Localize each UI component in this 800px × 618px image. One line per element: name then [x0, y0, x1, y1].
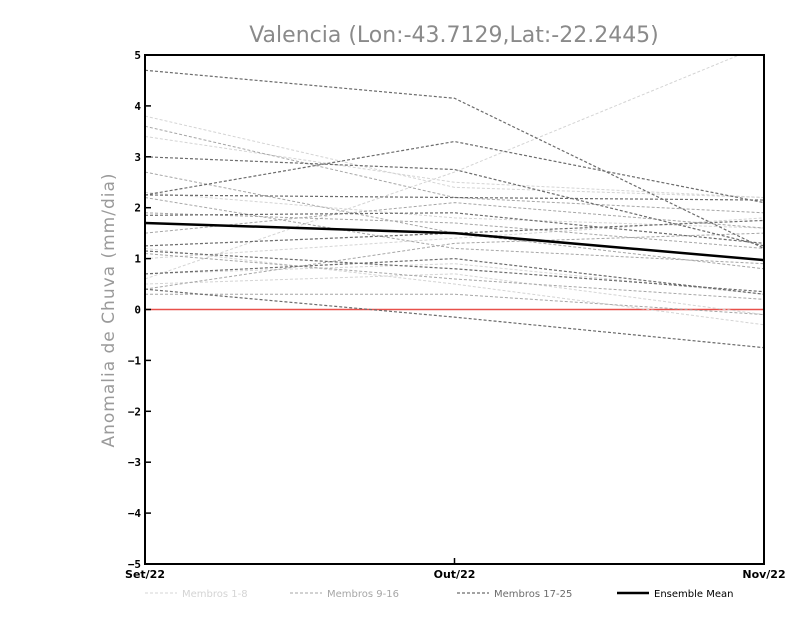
x-axis: Set/22 Out/22 Nov/22 — [125, 558, 786, 581]
member-series-line-24 — [145, 194, 764, 201]
member-series-line-17 — [145, 69, 764, 249]
member-series-line-13 — [145, 293, 764, 316]
member-series-line-11 — [145, 232, 764, 290]
member-series-line-12 — [145, 212, 764, 249]
chart-title: Valencia (Lon:-43.7129,Lat:-22.2445) — [249, 23, 659, 48]
member-series-line-1 — [145, 115, 764, 199]
x-tick-label: Nov/22 — [742, 568, 785, 581]
member-series-line-5 — [145, 247, 764, 326]
x-tick-label: Out/22 — [434, 568, 476, 581]
member-series-line-15 — [145, 171, 764, 270]
legend: Membros 1-8 Membros 9-16 Membros 17-25 Ense… — [145, 589, 733, 600]
legend-label-4: Ensemble Mean — [654, 589, 733, 600]
member-series-line-10 — [145, 197, 764, 265]
member-series-line-22 — [145, 219, 764, 247]
y-tick-label: −1 — [128, 354, 142, 367]
member-series-line-21 — [145, 257, 764, 295]
member-series-line-14 — [145, 253, 764, 300]
y-axis: −5 −4 −3 −2 −1 0 1 2 3 4 5 — [128, 49, 151, 571]
member-series-line-7 — [145, 273, 764, 316]
y-tick-label: −4 — [128, 507, 142, 520]
legend-label-1: Membros 1-8 — [182, 589, 248, 600]
member-series-line-20 — [145, 288, 764, 349]
member-series-line-6 — [145, 135, 764, 199]
y-tick-label: 3 — [134, 151, 141, 164]
member-series-line-2 — [145, 55, 741, 280]
member-series-line-16 — [145, 202, 764, 234]
member-series-line-25 — [145, 250, 764, 293]
y-axis-label: Anomalia de Chuva (mm/dia) — [99, 172, 119, 447]
legend-label-3: Membros 17-25 — [494, 589, 572, 600]
member-series-line-23 — [145, 212, 764, 244]
member-series-line-9 — [145, 125, 764, 214]
y-tick-label: 0 — [134, 304, 141, 317]
y-tick-label: −5 — [128, 558, 141, 571]
y-tick-label: 1 — [134, 253, 141, 266]
y-tick-label: 2 — [134, 202, 141, 215]
member-series-line-18 — [145, 156, 764, 247]
y-tick-label: 5 — [134, 49, 141, 62]
y-tick-label: 4 — [134, 100, 141, 113]
legend-label-2: Membros 9-16 — [327, 589, 399, 600]
y-tick-label: −3 — [128, 456, 141, 469]
y-tick-label: −2 — [128, 405, 141, 418]
plot-area — [145, 55, 764, 349]
ensemble-mean-line — [145, 221, 764, 262]
x-tick-label: Set/22 — [125, 568, 165, 581]
